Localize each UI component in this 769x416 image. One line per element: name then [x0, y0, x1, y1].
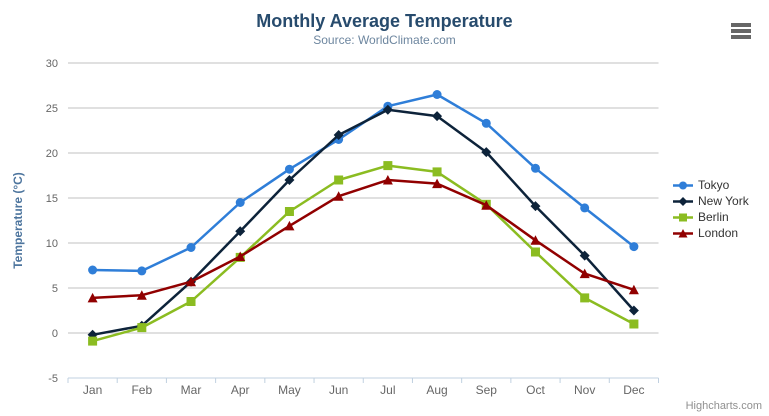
chart-subtitle: Source: WorldClimate.com	[313, 33, 456, 47]
legend-item-new-york[interactable]: New York	[672, 193, 749, 209]
series-marker-berlin[interactable]	[530, 247, 540, 257]
series-marker-new-york[interactable]	[481, 147, 492, 158]
x-axis-label: Dec	[623, 383, 644, 397]
y-axis-label: 20	[46, 148, 58, 160]
legend-marker-symbol	[678, 228, 688, 237]
series-marker-berlin[interactable]	[383, 161, 393, 171]
legend-marker-berlin-icon	[673, 213, 693, 221]
series-line-new-york	[91, 108, 636, 337]
series-marker-london[interactable]	[579, 268, 590, 279]
x-axis-label: Oct	[526, 383, 545, 397]
series-marker-london[interactable]	[628, 284, 639, 295]
legend: Tokyo New York Berlin London	[672, 177, 749, 241]
series-line-tokyo	[91, 93, 636, 273]
y-axis-title: Temperature (°C)	[11, 172, 25, 269]
legend-item-label: Tokyo	[698, 178, 730, 192]
series-marker-new-york[interactable]	[235, 226, 246, 237]
x-axis-label: Jul	[380, 383, 395, 397]
y-axis-label: 5	[52, 283, 58, 295]
hamburger-icon	[731, 23, 751, 39]
legend-marker-new-york-icon	[673, 196, 693, 206]
y-axis-label: -5	[48, 373, 58, 385]
series-marker-berlin[interactable]	[88, 336, 98, 346]
legend-item-label: London	[698, 226, 739, 240]
series-marker-london[interactable]	[235, 251, 246, 262]
series-marker-tokyo[interactable]	[284, 164, 294, 174]
y-axis-label: 15	[46, 193, 58, 205]
series-marker-tokyo[interactable]	[186, 243, 196, 252]
series-marker-tokyo[interactable]	[580, 203, 590, 213]
legend-item-label: Berlin	[698, 210, 729, 224]
series-marker-new-york[interactable]	[628, 305, 639, 316]
series-marker-london[interactable]	[432, 178, 443, 189]
x-axis-label: Aug	[426, 383, 447, 397]
series-marker-berlin[interactable]	[334, 175, 344, 185]
legend-marker-symbol	[678, 196, 688, 206]
series-marker-tokyo[interactable]	[481, 118, 491, 128]
series-marker-berlin[interactable]	[284, 207, 294, 216]
series-marker-tokyo[interactable]	[137, 266, 147, 276]
legend-marker-symbol	[679, 213, 687, 221]
series-marker-london[interactable]	[186, 276, 197, 287]
legend-item-tokyo[interactable]: Tokyo	[672, 177, 749, 193]
x-axis-label: Jan	[83, 383, 102, 397]
x-axis-label: Feb	[131, 383, 152, 397]
legend-item-london[interactable]: London	[672, 225, 749, 241]
x-axis-label: Mar	[181, 383, 202, 397]
series-marker-new-york[interactable]	[284, 175, 295, 185]
legend-marker-london-icon	[673, 228, 693, 237]
series-marker-new-york[interactable]	[579, 250, 590, 261]
series-marker-berlin[interactable]	[186, 297, 196, 306]
series-marker-tokyo[interactable]	[235, 198, 245, 207]
series-marker-london[interactable]	[481, 200, 492, 210]
series-marker-berlin[interactable]	[137, 323, 147, 333]
x-axis-label: May	[278, 383, 301, 397]
y-axis-label: 25	[46, 103, 58, 115]
series-marker-london[interactable]	[530, 235, 541, 245]
series-marker-tokyo[interactable]	[432, 90, 442, 99]
series-marker-berlin[interactable]	[580, 293, 590, 303]
series-marker-new-york[interactable]	[382, 104, 393, 115]
x-axis-label: Jun	[329, 383, 348, 397]
series-marker-tokyo[interactable]	[88, 265, 98, 275]
y-axis-label: 10	[46, 238, 58, 250]
series-marker-berlin[interactable]	[629, 319, 639, 329]
legend-marker-symbol	[679, 181, 687, 189]
y-axis-label: 0	[52, 328, 58, 340]
legend-item-label: New York	[698, 194, 749, 208]
series-marker-london[interactable]	[382, 175, 393, 185]
series-line-london	[91, 178, 636, 300]
x-axis-label: Nov	[574, 383, 595, 397]
series-line-berlin	[91, 164, 636, 343]
series-marker-tokyo[interactable]	[530, 163, 540, 173]
legend-marker-tokyo-icon	[673, 181, 693, 189]
y-axis-label: 30	[46, 58, 58, 70]
series-marker-tokyo[interactable]	[629, 242, 639, 252]
x-axis-label: Apr	[231, 383, 250, 397]
series-marker-london[interactable]	[333, 191, 344, 201]
credits-link[interactable]: Highcharts.com	[685, 400, 762, 412]
series-marker-new-york[interactable]	[432, 111, 443, 122]
x-axis-label: Sep	[476, 383, 498, 397]
series-marker-new-york[interactable]	[333, 130, 344, 140]
series-marker-london[interactable]	[87, 292, 98, 303]
series-marker-london[interactable]	[136, 290, 147, 300]
legend-item-berlin[interactable]: Berlin	[672, 209, 749, 225]
series-marker-new-york[interactable]	[530, 201, 541, 212]
export-menu-button[interactable]	[729, 21, 753, 41]
chart-title: Monthly Average Temperature	[256, 11, 513, 31]
series-marker-london[interactable]	[284, 220, 295, 231]
series-marker-berlin[interactable]	[432, 167, 442, 177]
